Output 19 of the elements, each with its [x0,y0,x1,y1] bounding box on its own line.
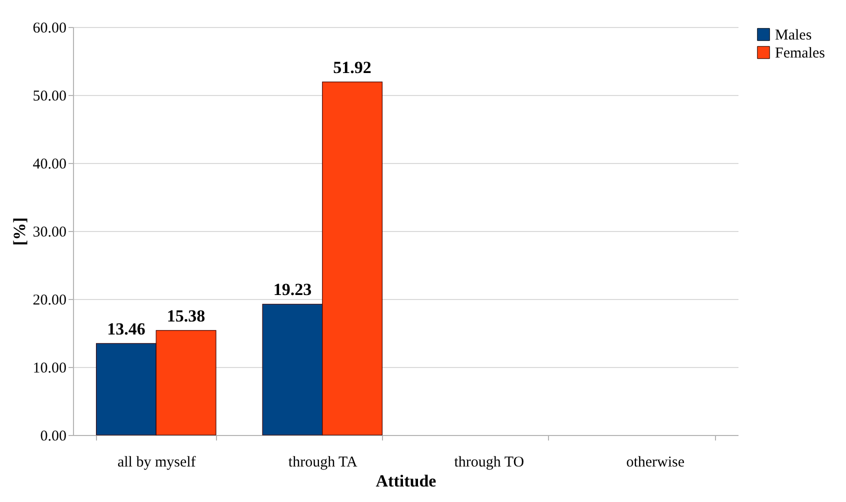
y-tick-label: 0.00 [40,428,66,444]
y-tick-label: 20.00 [32,292,66,308]
x-axis-title: Attitude [376,472,437,490]
data-label: 13.46 [107,319,146,338]
x-tick-label: through TO [454,454,524,470]
x-tick-label: otherwise [626,454,685,470]
x-tick-label: through TA [288,454,358,470]
y-axis-title: [%] [10,217,29,246]
x-tick-label: all by myself [117,454,196,470]
y-tick-label: 60.00 [32,20,66,36]
data-label: 15.38 [166,306,206,326]
legend-label: Males [775,28,812,44]
y-tick-label: 40.00 [32,156,66,172]
y-tick-label: 10.00 [32,360,66,376]
legend-label: Females [775,46,826,62]
y-tick-label: 50.00 [32,88,66,104]
data-label: 19.23 [273,280,312,300]
data-label: 51.92 [333,58,372,77]
y-tick-label: 30.00 [32,224,66,240]
